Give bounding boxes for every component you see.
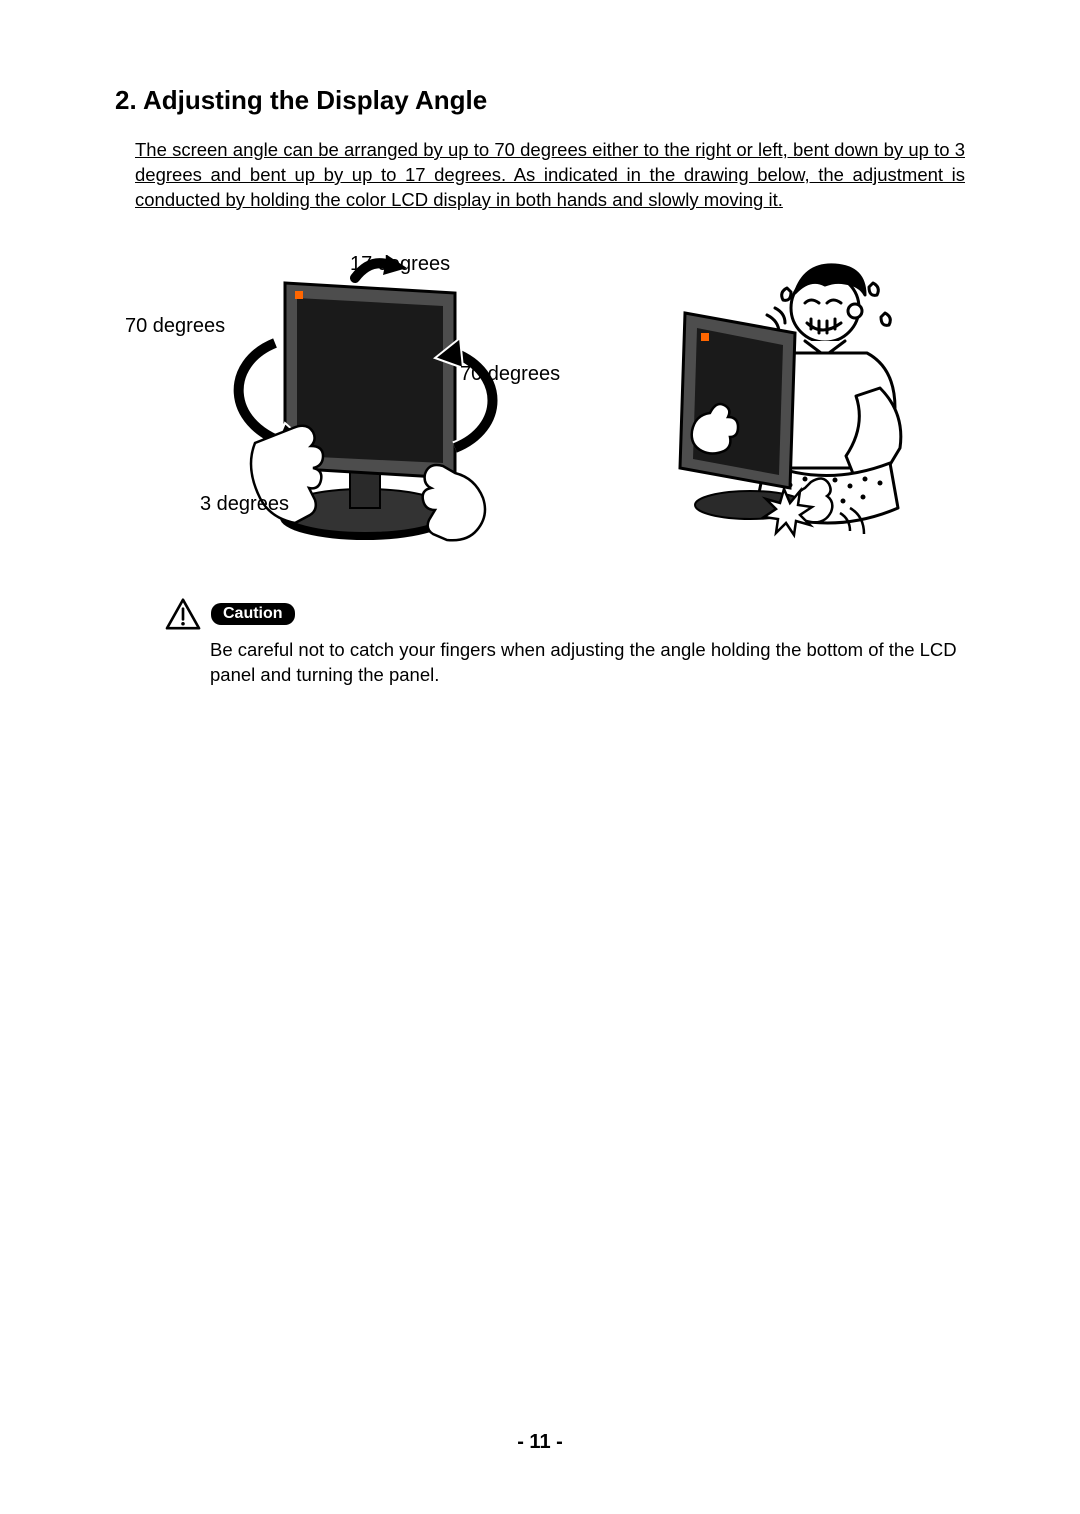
pinch-warning-icon <box>655 253 955 543</box>
figure-adjust-angles: 17 degrees 70 degrees 70 degrees 3 degre… <box>155 253 555 558</box>
label-swivel-left: 70 degrees <box>125 315 225 338</box>
label-swivel-right: 70 degrees <box>460 363 560 386</box>
manual-page: 2. Adjusting the Display Angle The scree… <box>0 0 1080 1514</box>
caution-text: Be careful not to catch your fingers whe… <box>210 638 965 688</box>
figure-pinch-caution <box>655 253 955 548</box>
caution-header: Caution <box>165 598 965 630</box>
warning-triangle-icon <box>165 598 201 630</box>
label-tilt-up: 17 degrees <box>350 253 450 276</box>
figure-area: 17 degrees 70 degrees 70 degrees 3 degre… <box>135 253 965 563</box>
caution-badge: Caution <box>211 603 295 625</box>
section-heading: 2. Adjusting the Display Angle <box>115 85 965 116</box>
intro-paragraph: The screen angle can be arranged by up t… <box>135 138 965 213</box>
page-number: - 11 - <box>0 1431 1080 1454</box>
label-tilt-down: 3 degrees <box>200 493 289 516</box>
